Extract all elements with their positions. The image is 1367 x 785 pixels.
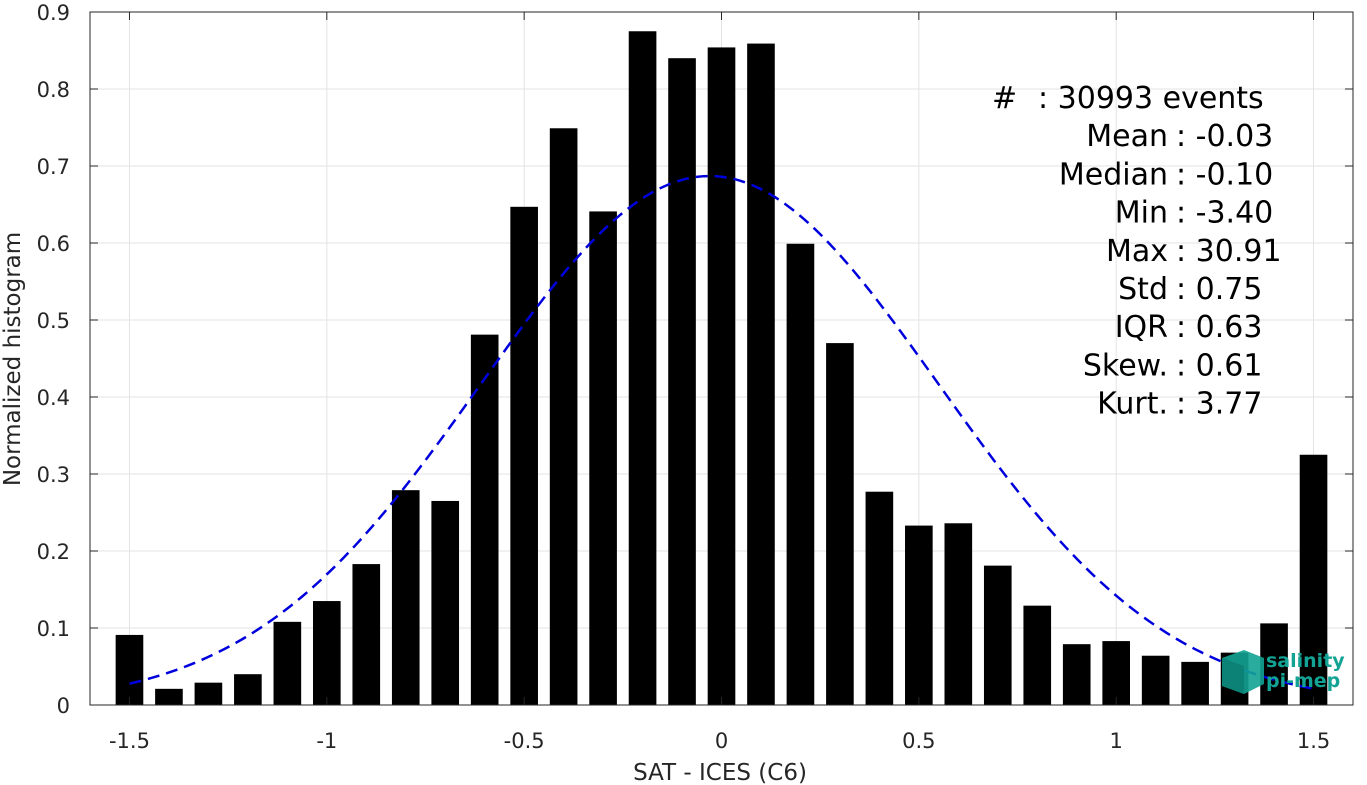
bar-0 xyxy=(115,634,144,705)
bar-13 xyxy=(628,31,657,705)
bar-29 xyxy=(1260,623,1288,705)
y-axis: 0 0.1 0.2 0.3 0.4 0.5 0.6 0.7 0.8 0.9 xyxy=(37,1,1353,718)
x-tick-label-1: -1 xyxy=(316,729,337,753)
bar-3 xyxy=(234,674,262,705)
bar-24 xyxy=(1062,644,1091,705)
bar-11 xyxy=(549,128,578,705)
bar-9 xyxy=(470,334,499,705)
stats-line-3: Min: -3.40 xyxy=(1115,196,1274,231)
salinity-pimep-logo: salinity pi-mep xyxy=(1222,650,1345,694)
y-tick-label-2: 0.2 xyxy=(37,540,70,564)
logo-line2: pi-mep xyxy=(1266,670,1340,692)
y-tick-label-7: 0.7 xyxy=(37,155,70,179)
bar-12 xyxy=(589,211,617,705)
stats-line-5: Std: 0.75 xyxy=(1118,272,1262,307)
y-tick-label-4: 0.4 xyxy=(37,386,70,410)
logo-cube-face xyxy=(1222,658,1244,694)
y-tick-label-9: 0.9 xyxy=(37,1,70,25)
y-tick-label-8: 0.8 xyxy=(37,78,70,102)
bar-27 xyxy=(1181,661,1209,705)
x-tick-label-2: -0.5 xyxy=(504,729,545,753)
bar-10 xyxy=(510,206,538,705)
bar-30 xyxy=(1299,454,1328,705)
y-tick-label-5: 0.5 xyxy=(37,309,70,333)
bar-15 xyxy=(707,47,736,706)
x-axis: -1.5 -1 -0.5 0 0.5 1 1.5 xyxy=(109,12,1330,753)
bar-16 xyxy=(747,43,775,705)
bar-5 xyxy=(312,601,341,705)
x-tick-label-3: 0 xyxy=(715,729,728,753)
stats-line-4: Max: 30.91 xyxy=(1106,234,1282,269)
x-tick-label-0: -1.5 xyxy=(109,729,150,753)
y-tick-label-1: 0.1 xyxy=(37,617,70,641)
bar-17 xyxy=(786,243,815,705)
y-tick-label-6: 0.6 xyxy=(37,232,70,256)
bar-23 xyxy=(1023,605,1052,705)
stats-line-6: IQR: 0.63 xyxy=(1115,310,1263,345)
x-tick-label-4: 0.5 xyxy=(902,729,935,753)
bar-2 xyxy=(194,682,223,705)
bar-19 xyxy=(865,491,894,705)
bar-4 xyxy=(273,621,302,705)
bar-25 xyxy=(1102,641,1131,705)
bar-8 xyxy=(431,500,460,705)
stats-line-7: Skew.: 0.61 xyxy=(1083,348,1263,383)
y-axis-label: Normalized histogram xyxy=(0,232,26,486)
bar-14 xyxy=(668,58,696,705)
stats-line-2: Median: -0.10 xyxy=(1059,157,1273,192)
x-tick-label-6: 1.5 xyxy=(1297,729,1330,753)
bars xyxy=(115,31,1328,706)
stats-line-0: #: 30993 events xyxy=(992,81,1264,116)
normal-fit-curve xyxy=(129,174,1314,690)
bar-20 xyxy=(905,525,933,705)
bar-21 xyxy=(944,523,973,705)
y-tick-label-3: 0.3 xyxy=(37,463,70,487)
logo-line1: salinity xyxy=(1266,650,1345,672)
stats-line-8: Kurt.: 3.77 xyxy=(1097,387,1262,422)
bar-22 xyxy=(983,565,1012,705)
x-tick-label-5: 1 xyxy=(1110,729,1123,753)
bar-18 xyxy=(826,343,854,705)
y-tick-label-0: 0 xyxy=(57,694,70,718)
stats-line-1: Mean: -0.03 xyxy=(1086,119,1273,154)
bar-7 xyxy=(391,490,420,705)
bar-6 xyxy=(352,564,381,705)
bar-1 xyxy=(155,688,183,705)
x-axis-label: SAT - ICES (C6) xyxy=(633,760,807,785)
bar-26 xyxy=(1141,655,1170,705)
